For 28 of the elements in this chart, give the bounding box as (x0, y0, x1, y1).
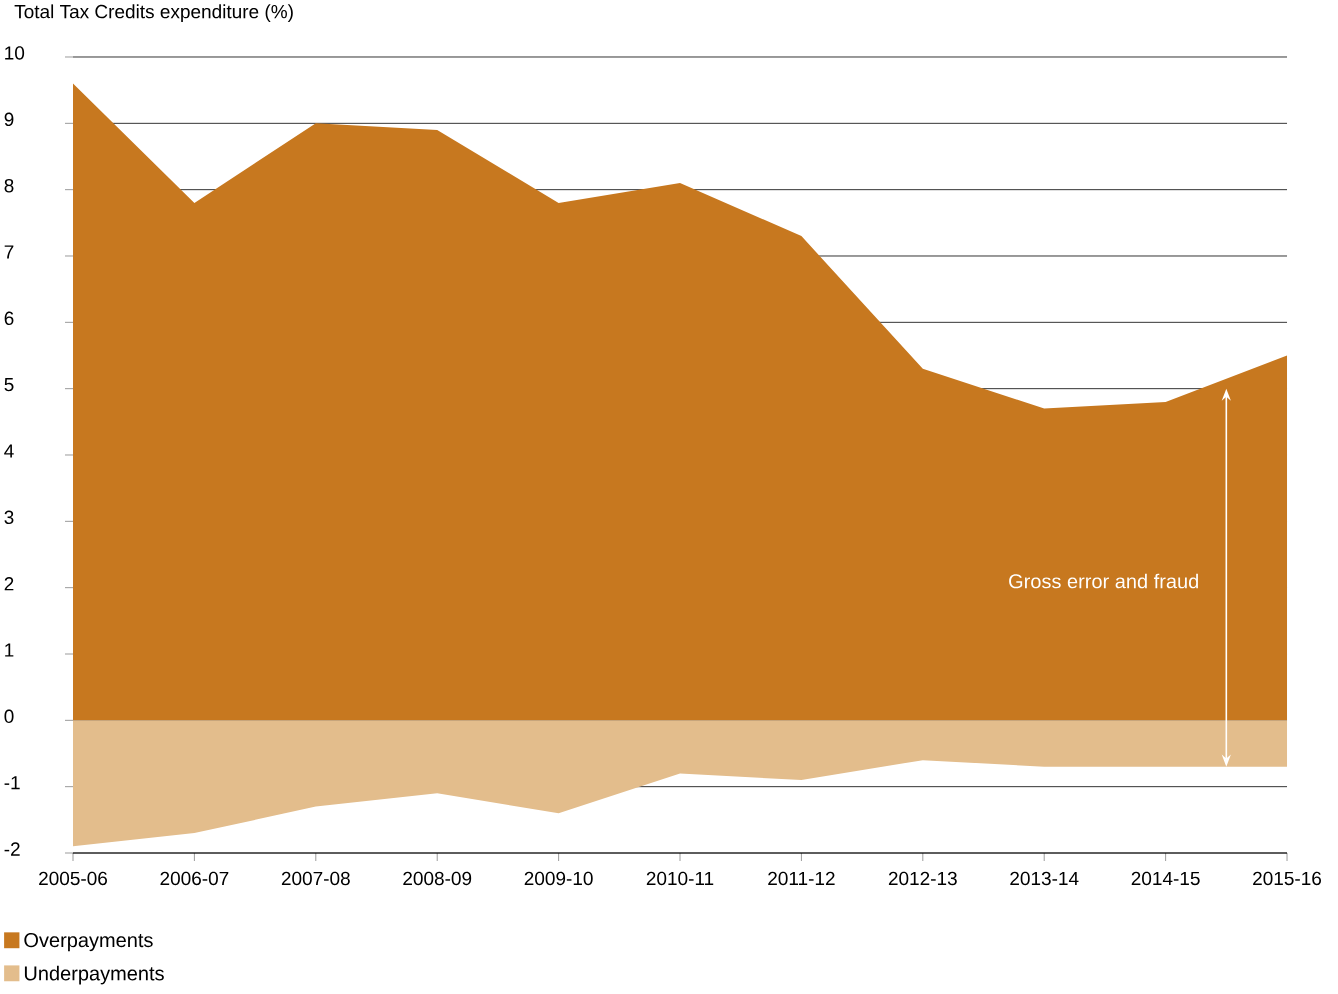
x-tick-label: 2007-08 (281, 871, 350, 886)
x-tick-label: 2014-15 (1131, 871, 1200, 886)
x-tick-label: 2010-11 (646, 871, 714, 886)
y-tick-label: 9 (4, 112, 14, 127)
x-tick-label: 2008-09 (403, 871, 472, 886)
y-tick-label: 0 (4, 709, 14, 724)
legend-label: Underpayments (24, 965, 164, 985)
y-tick-label: -1 (4, 776, 20, 790)
y-tick-label: 1 (5, 643, 14, 657)
x-tick-label: 2012-13 (888, 871, 957, 886)
y-tick-label: 10 (5, 46, 25, 60)
x-tick-label: 2015-16 (1253, 871, 1322, 886)
legend-label: Overpayments (24, 933, 153, 952)
y-tick-label: 4 (4, 444, 14, 458)
y-tick-label: -2 (4, 842, 20, 856)
y-tick-label: 7 (4, 245, 14, 259)
x-tick-label: 2013-14 (1010, 871, 1079, 886)
y-tick-label: 3 (4, 510, 14, 525)
x-tick-label: 2011-12 (768, 871, 835, 886)
y-axis-title: Total Tax Credits expenditure (%) (14, 4, 293, 23)
y-tick-label: 5 (4, 378, 14, 392)
annotation: Gross error and fraud (1009, 573, 1198, 589)
y-tick-label: 2 (4, 577, 14, 591)
y-tick-label: 8 (4, 178, 14, 193)
y-tick-label: 6 (4, 311, 14, 326)
x-tick-label: 2009-10 (524, 871, 593, 886)
x-tick-label: 2006-07 (160, 871, 229, 886)
x-tick-label: 2005-06 (39, 871, 107, 886)
